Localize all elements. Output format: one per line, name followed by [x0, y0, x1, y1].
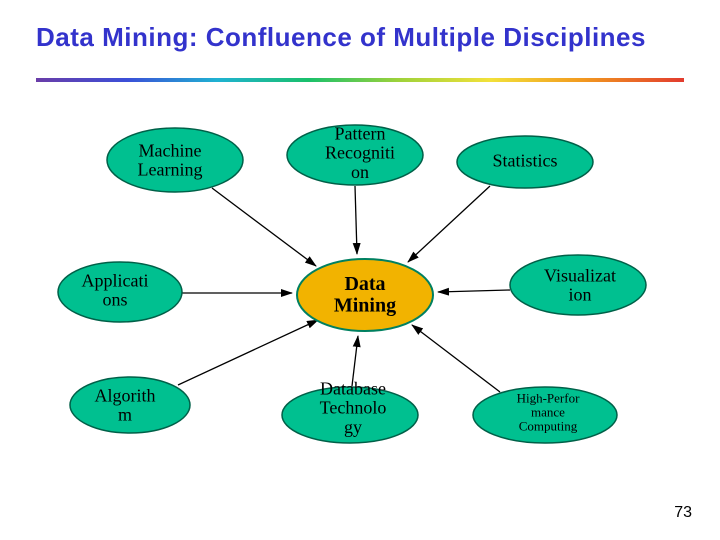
node-label-stat: Statistics [492, 150, 557, 170]
page-number: 73 [674, 504, 692, 522]
node-label-ml: MachineLearning [138, 140, 203, 179]
confluence-diagram: MachineLearningPatternRecognitionStatist… [0, 0, 720, 540]
edge-ml [212, 188, 316, 266]
edge-alg [178, 320, 318, 385]
edge-pr [355, 186, 357, 254]
edge-stat [408, 186, 490, 262]
edge-vis [438, 290, 510, 292]
edge-hpc [412, 325, 500, 392]
